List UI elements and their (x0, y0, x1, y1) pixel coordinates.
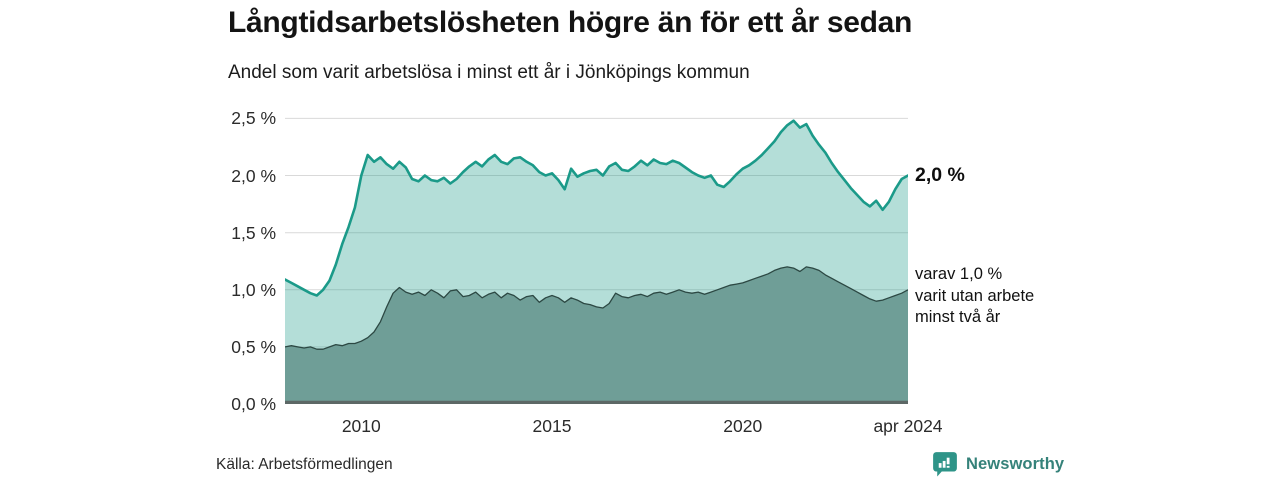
y-axis-tick-label: 1,0 % (231, 279, 276, 300)
source-attribution: Källa: Arbetsförmedlingen (216, 456, 393, 473)
y-axis-tick-label: 0,5 % (231, 336, 276, 357)
y-axis-tick-label: 2,5 % (231, 108, 276, 129)
y-axis-tick-label: 0,0 % (231, 394, 276, 414)
page-title: Långtidsarbetslösheten högre än för ett … (228, 6, 913, 39)
annotation-line: varit utan arbete (915, 286, 1035, 305)
annotation-line: varav 1,0 % (915, 265, 1003, 283)
x-axis-tick-label: apr 2024 (873, 416, 943, 436)
x-axis-tick-label: 2020 (723, 416, 763, 436)
newsworthy-branding: Newsworthy (932, 450, 1064, 478)
x-axis-tick-label: 2015 (532, 416, 572, 436)
y-axis-tick-label: 2,0 % (231, 165, 276, 186)
x-axis-tick-label: 2010 (341, 416, 381, 436)
two-year-series-line (284, 266, 909, 350)
annotation-line: minst två år (915, 308, 1001, 326)
newsworthy-wordmark: Newsworthy (966, 454, 1065, 473)
newsworthy-logo-icon (933, 451, 957, 476)
y-axis-tick-label: 1,5 % (231, 222, 276, 243)
latest-total-value-label: 2,0 % (915, 164, 965, 186)
area-chart-plot (283, 107, 910, 404)
two-year-series-area (285, 266, 908, 404)
total-series-line (283, 119, 910, 297)
two-year-series-annotation: varav 1,0 % varit utan arbete minst två … (915, 264, 1034, 329)
chart-subtitle: Andel som varit arbetslösa i minst ett å… (228, 62, 750, 83)
